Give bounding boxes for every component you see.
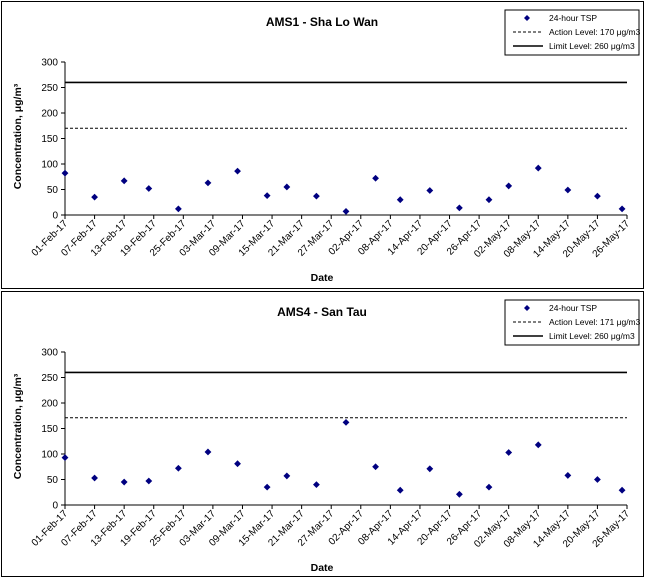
y-tick-label: 100	[41, 450, 58, 461]
y-tick-label: 0	[52, 501, 58, 512]
y-tick-label: 200	[41, 399, 58, 410]
data-point	[91, 474, 98, 482]
y-tick-label: 250	[41, 373, 58, 384]
data-point	[313, 192, 320, 200]
legend: 24-hour TSP Action Level: 171 μg/m3 Limit …	[504, 299, 641, 346]
data-point	[234, 460, 241, 468]
data-point	[204, 448, 212, 456]
data-points	[61, 418, 626, 498]
data-point	[485, 483, 493, 491]
data-point	[145, 477, 153, 485]
data-point	[426, 187, 434, 194]
y-tick-label: 100	[41, 160, 58, 171]
data-point	[313, 481, 320, 488]
data-point	[61, 454, 69, 461]
data-point	[505, 182, 513, 190]
data-point	[283, 472, 291, 480]
data-point	[594, 192, 601, 200]
data-point	[455, 490, 463, 498]
y-axis-title: Concentration, μg/m³	[12, 373, 24, 479]
data-point	[174, 205, 182, 213]
data-point	[342, 418, 350, 426]
chart-title: AMS4 - San Tau	[277, 305, 367, 319]
data-point	[534, 164, 542, 172]
y-tick-label: 50	[47, 475, 59, 486]
data-point	[534, 441, 542, 449]
data-point	[283, 183, 291, 191]
data-point	[61, 169, 69, 177]
chart-panel-ams4: AMS4 - San Tau 0 50 100 150 200 250 300 01-Feb-1…	[1, 291, 644, 577]
legend-marker-tsp	[524, 15, 530, 21]
x-axis-title: Date	[311, 272, 334, 284]
legend-label-tsp: 24-hour TSP	[549, 13, 597, 23]
legend: 24-hour TSP Action Level: 170 μg/m3 Limit …	[504, 9, 641, 56]
y-axis-title: Concentration, μg/m³	[12, 83, 24, 189]
chart-ams4: AMS4 - San Tau05010015020025030001-Feb-1…	[12, 299, 641, 574]
data-point	[120, 478, 128, 486]
data-point	[91, 193, 98, 201]
data-point	[120, 177, 128, 185]
legend-label-action: Action Level: 170 μg/m3	[549, 27, 641, 37]
x-axis-title: Date	[311, 562, 334, 574]
chart-title: AMS1 - Sha Lo Wan	[266, 15, 378, 29]
legend-label-action: Action Level: 171 μg/m3	[549, 317, 641, 327]
data-point	[505, 449, 513, 456]
data-point	[485, 196, 493, 204]
data-point	[342, 208, 350, 215]
y-tick-label: 250	[41, 83, 58, 94]
data-point	[564, 472, 572, 479]
data-point	[234, 167, 241, 175]
data-point	[618, 486, 626, 494]
data-point	[455, 204, 463, 212]
y-tick-label: 150	[41, 424, 58, 435]
data-point	[174, 464, 182, 472]
data-points	[61, 164, 626, 215]
chart-ams1: AMS1 - Sha Lo Wan05010015020025030001-Fe…	[12, 9, 641, 284]
data-point	[145, 185, 153, 192]
y-tick-label: 0	[52, 211, 58, 222]
legend-marker-tsp	[524, 305, 530, 311]
chart-panel-ams1: AMS1 - Sha Lo Wan 0 50 100 150 200 250 300 01-Fe…	[1, 1, 644, 289]
legend-label-tsp: 24-hour TSP	[549, 303, 597, 313]
data-point	[263, 483, 271, 491]
y-tick-label: 50	[47, 185, 59, 196]
y-tick-label: 300	[41, 58, 58, 69]
data-point	[372, 463, 379, 471]
data-point	[618, 205, 626, 213]
data-point	[396, 196, 404, 204]
legend-label-limit: Limit Level: 260 μg/m3	[549, 331, 635, 341]
data-point	[263, 192, 271, 200]
data-point	[204, 179, 212, 187]
y-tick-label: 300	[41, 348, 58, 359]
y-tick-label: 200	[41, 109, 58, 120]
data-point	[372, 174, 379, 182]
legend-label-limit: Limit Level: 260 μg/m3	[549, 41, 635, 51]
y-tick-label: 150	[41, 134, 58, 145]
data-point	[396, 486, 404, 494]
data-point	[564, 186, 572, 194]
data-point	[426, 465, 434, 473]
data-point	[594, 476, 601, 483]
